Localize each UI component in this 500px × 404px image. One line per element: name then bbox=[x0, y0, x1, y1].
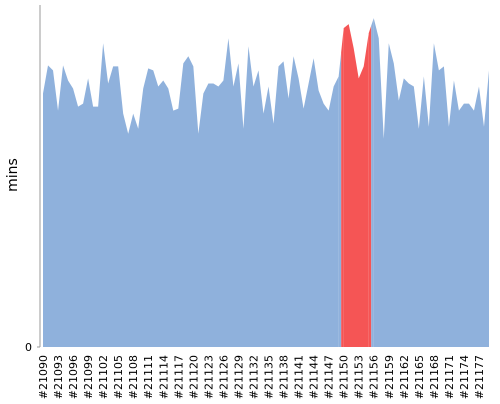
x-tick-label: #21147 bbox=[323, 355, 336, 399]
x-tick-label: #21120 bbox=[187, 355, 200, 399]
x-tick-label: #21129 bbox=[232, 355, 245, 399]
area-join bbox=[368, 25, 372, 348]
x-tick-label: #21153 bbox=[353, 355, 366, 399]
area bbox=[43, 38, 339, 347]
x-tick-label: #21138 bbox=[278, 355, 291, 399]
x-tick-label: #21156 bbox=[368, 355, 381, 399]
x-tick-label: #21108 bbox=[127, 355, 140, 399]
area-join bbox=[371, 18, 374, 347]
area-join bbox=[341, 28, 344, 348]
x-tick-label: #21102 bbox=[97, 355, 110, 399]
x-tick-label: #21114 bbox=[157, 355, 170, 399]
x-tick-label: #21105 bbox=[112, 355, 125, 399]
x-tick-label: #21165 bbox=[413, 355, 426, 399]
x-tick-label: #21144 bbox=[308, 355, 321, 399]
x-tick-label: #21093 bbox=[52, 355, 65, 399]
area bbox=[343, 24, 369, 348]
y-tick-label: 0 bbox=[25, 341, 32, 354]
x-tick-label: #21150 bbox=[338, 355, 351, 399]
y-axis-label: mins bbox=[5, 158, 21, 192]
x-tick-label: #21171 bbox=[443, 355, 456, 399]
x-tick-label: #21090 bbox=[37, 355, 50, 399]
x-tick-label: #21135 bbox=[263, 355, 276, 399]
x-tick-label: #21168 bbox=[428, 355, 441, 399]
area bbox=[373, 18, 489, 347]
area-join bbox=[338, 52, 342, 348]
x-tick-label: #21123 bbox=[202, 355, 215, 399]
x-tick-label: #21162 bbox=[398, 355, 411, 399]
x-tick-label: #21126 bbox=[217, 355, 230, 399]
x-tick-label: #21096 bbox=[67, 355, 80, 399]
x-tick-label: #21159 bbox=[383, 355, 396, 399]
x-tick-label: #21177 bbox=[473, 355, 486, 399]
x-tick-label: #21111 bbox=[142, 355, 155, 399]
x-tick-label: #21099 bbox=[82, 355, 95, 399]
x-tick-label: #21132 bbox=[247, 355, 260, 399]
x-tick-label: #21141 bbox=[293, 355, 306, 399]
x-tick-label: #21117 bbox=[172, 355, 185, 399]
x-tick-label: #21174 bbox=[458, 355, 471, 399]
